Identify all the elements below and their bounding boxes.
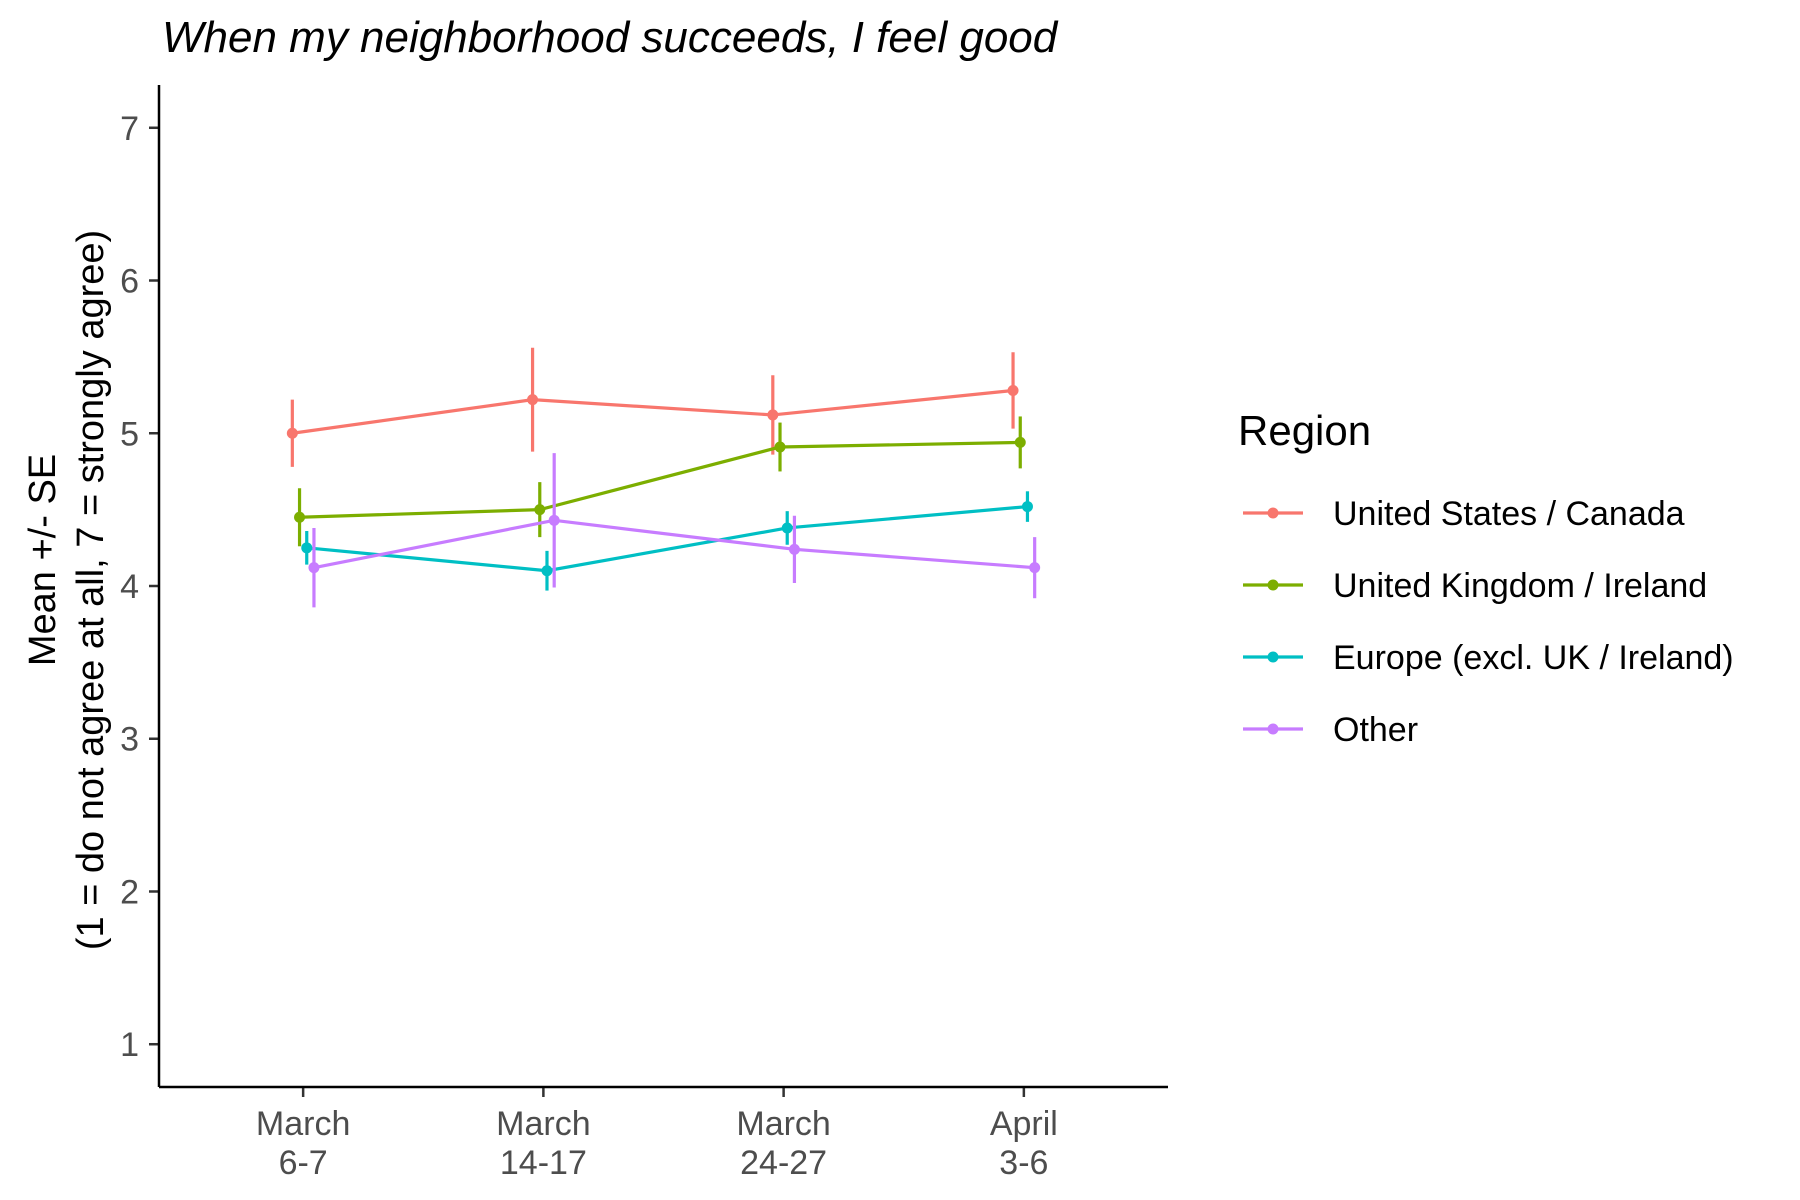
y-tick-label: 4: [120, 568, 139, 606]
y-axis-label-line2: (1 = do not agree at all, 7 = strongly a…: [70, 230, 112, 950]
legend-key-point: [1267, 579, 1279, 591]
x-tick-label-line2: 6-7: [279, 1144, 328, 1182]
legend-key-point: [1267, 723, 1279, 735]
series-line: [306, 504, 1028, 573]
legend: Region United States / Canada United King…: [1238, 407, 1734, 749]
y-axis-ticks: 1 2 3 4 5 6 7: [120, 110, 159, 1064]
data-point: [1029, 562, 1041, 574]
data-point: [1021, 501, 1033, 513]
legend-title: Region: [1238, 407, 1371, 454]
data-point: [1014, 436, 1026, 448]
y-tick-label: 7: [120, 110, 139, 148]
y-axis-label-line1: Mean +/- SE: [22, 454, 64, 666]
data-point: [767, 409, 779, 421]
x-tick-label-line1: March: [736, 1105, 830, 1143]
legend-key-point: [1267, 507, 1279, 519]
legend-label: United Kingdom / Ireland: [1333, 567, 1707, 605]
data-point: [534, 504, 546, 516]
data-point: [294, 511, 306, 523]
chart-title: When my neighborhood succeeds, I feel go…: [162, 13, 1059, 62]
legend-key-point: [1267, 651, 1279, 663]
x-tick-label-line2: 24-27: [740, 1144, 827, 1182]
series-line: [292, 388, 1014, 435]
y-tick-label: 6: [120, 263, 139, 301]
legend-label: Other: [1333, 711, 1418, 749]
x-tick-label-line2: 3-6: [999, 1144, 1048, 1182]
data-point: [286, 427, 298, 439]
data-point: [781, 522, 793, 534]
y-tick-label: 3: [120, 721, 139, 759]
x-tick-label-line1: March: [256, 1105, 350, 1143]
legend-label: United States / Canada: [1333, 495, 1685, 533]
y-tick-label: 1: [120, 1026, 139, 1064]
data-point: [308, 562, 320, 574]
legend-label: Europe (excl. UK / Ireland): [1333, 639, 1734, 677]
x-tick-label-line1: April: [990, 1105, 1058, 1143]
x-tick-label-line1: March: [496, 1105, 590, 1143]
data-point: [541, 565, 553, 577]
data-point: [774, 441, 786, 453]
y-axis-title: Mean +/- SE (1 = do not agree at all, 7 …: [22, 230, 112, 950]
series-line: [313, 518, 1035, 570]
y-tick-label: 5: [120, 415, 139, 453]
data-point: [301, 542, 313, 554]
data-point: [548, 514, 560, 526]
series-line: [299, 440, 1021, 519]
data-point: [527, 394, 539, 406]
x-tick-label-line2: 14-17: [500, 1144, 587, 1182]
plot-panel: [286, 347, 1041, 608]
data-point: [1007, 384, 1019, 396]
data-point: [788, 543, 800, 555]
y-tick-label: 2: [120, 873, 139, 911]
